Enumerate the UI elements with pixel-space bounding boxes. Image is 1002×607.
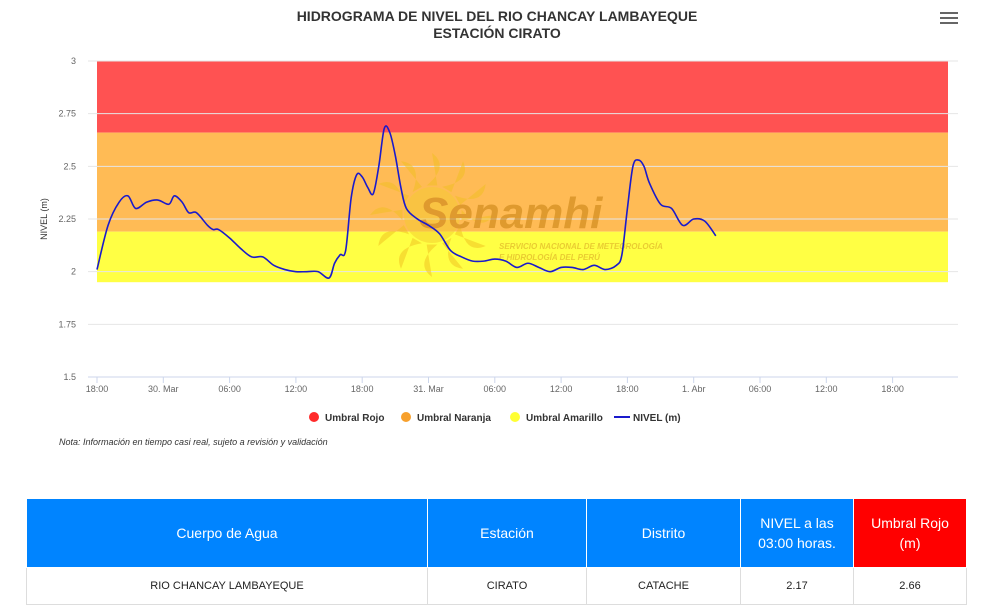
y-tick-label: 1.75: [58, 319, 76, 329]
legend-label[interactable]: Umbral Naranja: [417, 413, 491, 424]
y-tick-label: 3: [71, 56, 76, 66]
legend-marker: [510, 412, 520, 422]
sun-ray: [454, 184, 486, 205]
y-axis-title: NIVEL (m): [39, 198, 49, 240]
header-cuerpo-de-agua: Cuerpo de Agua: [26, 498, 428, 568]
band-umbral-rojo: [97, 61, 948, 133]
header-distrito: Distrito: [586, 498, 741, 568]
y-tick-label: 2.5: [63, 161, 76, 171]
hydrograph-chart: HIDROGRAMA DE NIVEL DEL RIO CHANCAY LAMB…: [39, 8, 958, 424]
series-layer: [96, 125, 717, 279]
sun-ray: [461, 209, 494, 223]
threshold-bands: [97, 61, 948, 283]
legend-label[interactable]: Umbral Rojo: [325, 413, 384, 424]
sun-ray: [398, 237, 422, 269]
x-tick-label: 06:00: [484, 384, 507, 394]
table-row: RIO CHANCAY LAMBAYEQUE CIRATO CATACHE 2.…: [26, 567, 967, 605]
x-tick-label: 18:00: [351, 384, 374, 394]
sun-ray: [424, 244, 438, 277]
header-estacion: Estación: [427, 498, 587, 568]
legend-label[interactable]: Umbral Amarillo: [526, 413, 603, 424]
x-tick-label: 12:00: [550, 384, 573, 394]
watermark-tagline-2: E HIDROLOGÍA DEL PERÚ: [499, 253, 600, 262]
cell-cuerpo-de-agua: RIO CHANCAY LAMBAYEQUE: [26, 567, 428, 605]
legend-marker: [401, 412, 411, 422]
series-line-nivel: [96, 125, 717, 279]
sun-ray: [378, 181, 410, 205]
sun-ray: [370, 207, 403, 221]
sun-ray: [454, 225, 486, 249]
x-tick-label: 18:00: [86, 384, 109, 394]
cell-distrito: CATACHE: [586, 567, 741, 605]
cell-estacion: CIRATO: [427, 567, 587, 605]
sun-ray: [426, 153, 440, 186]
sun-ray: [378, 225, 410, 246]
menu-icon[interactable]: [940, 12, 958, 28]
x-tick-label: 06:00: [749, 384, 772, 394]
watermark-tagline-1: SERVICIO NACIONAL DE METEOROLOGÍA: [499, 242, 663, 251]
header-nivel: NIVEL a las 03:00 horas.: [740, 498, 854, 568]
x-tick-label: 31. Mar: [413, 384, 444, 394]
x-tick-label: 18:00: [616, 384, 639, 394]
sun-core: [404, 187, 460, 243]
station-table: Cuerpo de Agua Estación Distrito NIVEL a…: [26, 498, 967, 605]
y-tick-label: 2.75: [58, 109, 76, 119]
band-umbral-amarillo: [97, 231, 948, 283]
legend-marker: [309, 412, 319, 422]
x-tick-label: 06:00: [218, 384, 241, 394]
y-tick-label: 2: [71, 267, 76, 277]
table-header-row: Cuerpo de Agua Estación Distrito NIVEL a…: [26, 498, 967, 568]
x-tick-label: 18:00: [881, 384, 904, 394]
chart-note: Nota: Información en tiempo casi real, s…: [59, 437, 328, 447]
band-umbral-naranja: [97, 132, 948, 232]
legend: Umbral Rojo Umbral Naranja Umbral Amarillo…: [309, 412, 681, 424]
x-tick-label: 30. Mar: [148, 384, 179, 394]
y-axis: 1.5 1.75 2 2.25 2.5 2.75 3: [58, 56, 76, 382]
x-axis: 18:00 30. Mar 06:00 12:00 18:00 31. Mar 06:00 1…: [86, 376, 958, 394]
header-umbral-rojo: Umbral Rojo (m): [853, 498, 967, 568]
watermark-brand: Senamhi: [419, 189, 603, 238]
sun-ray: [401, 161, 422, 193]
cell-umbral-rojo: 2.66: [853, 567, 967, 605]
sun-ray: [442, 161, 466, 193]
legend-label[interactable]: NIVEL (m): [633, 413, 681, 424]
x-tick-label: 12:00: [815, 384, 838, 394]
y-tick-label: 2.25: [58, 214, 76, 224]
y-tick-label: 1.5: [63, 372, 76, 382]
chart-title: HIDROGRAMA DE NIVEL DEL RIO CHANCAY LAMB…: [297, 8, 698, 24]
chart-subtitle: ESTACIÓN CIRATO: [433, 24, 561, 41]
cell-nivel: 2.17: [740, 567, 854, 605]
x-tick-label: 12:00: [285, 384, 308, 394]
x-tick-label: 1. Abr: [682, 384, 706, 394]
